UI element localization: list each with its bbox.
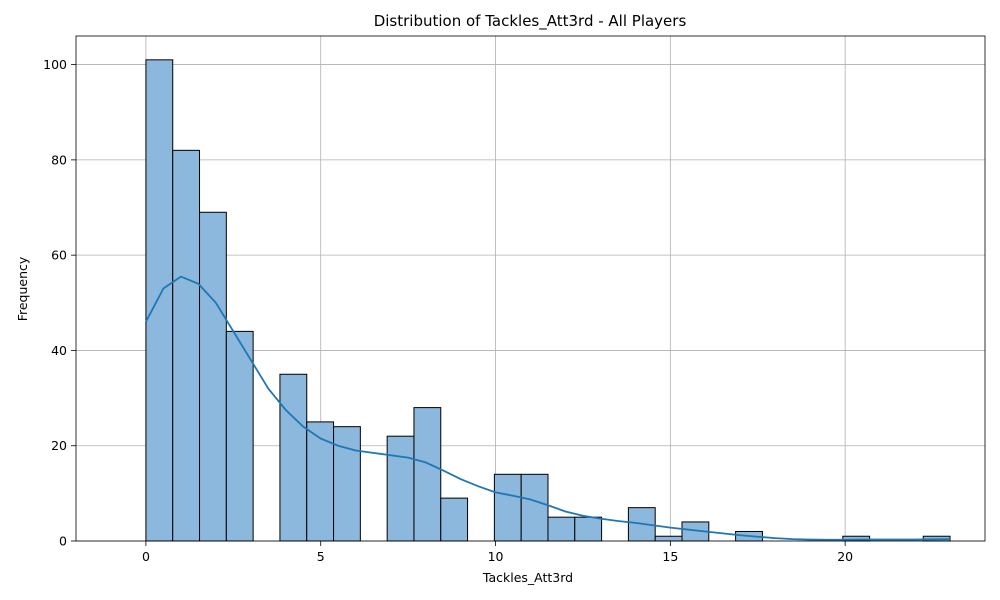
histogram-bar: [547, 516, 576, 542]
x-tick-label: 10: [488, 549, 504, 564]
histogram-bar: [172, 149, 201, 542]
histogram-bar: [413, 407, 442, 542]
histogram-bar: [199, 211, 227, 542]
x-axis-label: Tackles_Att3rd: [482, 570, 573, 585]
histogram-bar: [654, 535, 683, 542]
y-axis-ticks: 0 20 40 60 80 100: [43, 57, 76, 549]
kde-curve: [145, 275, 951, 541]
histogram-bar: [520, 473, 549, 542]
x-tick-label: 0: [142, 549, 150, 564]
histogram-bar: [145, 59, 174, 542]
chart-title: Distribution of Tackles_Att3rd - All Pla…: [374, 12, 687, 31]
x-tick-label: 20: [837, 549, 853, 564]
histogram-bar: [333, 426, 361, 542]
y-tick-label: 0: [59, 534, 67, 549]
histogram-bar: [306, 421, 335, 542]
histogram-bar: [440, 497, 469, 542]
histogram-bar: [225, 330, 254, 542]
y-tick-label: 60: [51, 248, 67, 263]
histogram-bars: [145, 59, 951, 542]
y-tick-label: 100: [43, 57, 67, 72]
x-tick-label: 5: [317, 549, 325, 564]
histogram-bar: [574, 516, 603, 542]
plot-frame: [75, 35, 986, 542]
histogram-bar: [493, 473, 522, 542]
y-tick-label: 40: [51, 343, 67, 358]
x-axis-ticks: 0 5 10 15 20: [142, 541, 853, 564]
histogram-bar: [386, 435, 415, 542]
y-tick-label: 20: [51, 438, 67, 453]
x-tick-label: 15: [662, 549, 678, 564]
y-axis-label: Frequency: [15, 256, 30, 321]
y-tick-label: 80: [51, 152, 67, 167]
histogram-bar: [279, 373, 308, 542]
